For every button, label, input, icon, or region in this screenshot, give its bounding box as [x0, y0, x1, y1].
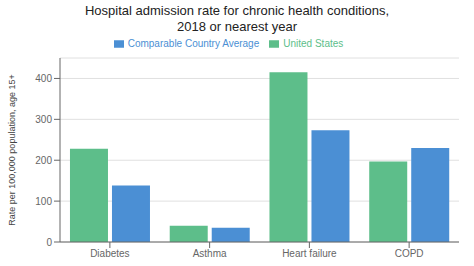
svg-text:Diabetes: Diabetes [90, 248, 129, 259]
svg-text:100: 100 [35, 196, 52, 207]
html-text:Comparable Country Average: Comparable Country Average [127, 38, 260, 49]
svg-text:0: 0 [46, 237, 52, 248]
svg-text:Heart failure: Heart failure [282, 248, 337, 259]
svg-text:200: 200 [35, 155, 52, 166]
html-text:2018 or nearest year: 2018 or nearest year [177, 19, 297, 34]
svg-text:COPD: COPD [395, 248, 424, 259]
svg-text:300: 300 [35, 114, 52, 125]
svg-text:Rate per 100,000 population, a: Rate per 100,000 population, age 15+ [8, 74, 17, 225]
svg-text:Asthma: Asthma [193, 248, 227, 259]
svg-text:400: 400 [35, 73, 52, 84]
html-text:Hospital admission rate for ch: Hospital admission rate for chronic heal… [84, 3, 390, 18]
html-text:United States: United States [283, 38, 344, 49]
